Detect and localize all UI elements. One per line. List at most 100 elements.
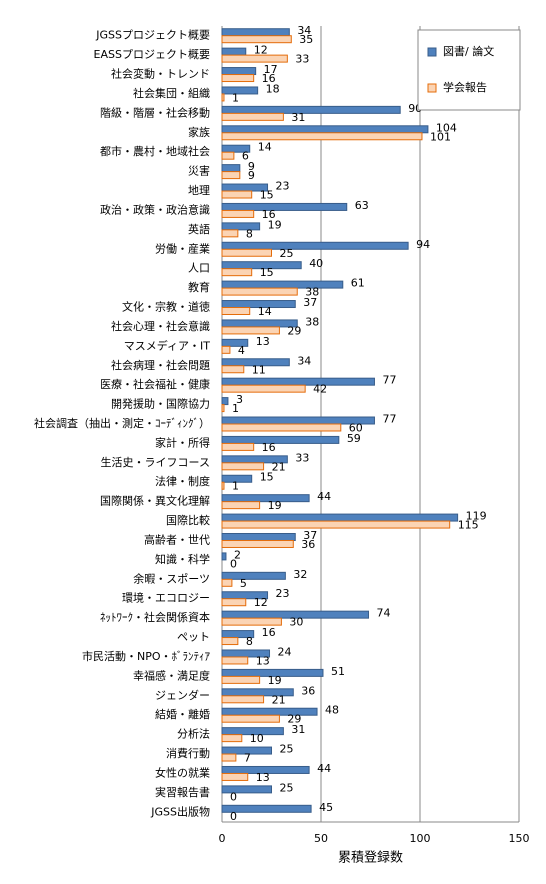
y-tick-label: 医療・社会福祉・健康: [100, 377, 210, 391]
value-label: 9: [248, 160, 255, 173]
bar: [221, 268, 253, 277]
value-label: 35: [299, 33, 313, 46]
value-label: 1: [232, 91, 239, 104]
y-tick-label: 社会集団・組織: [133, 86, 210, 100]
y-tick-label: 政治・政策・政治意識: [100, 202, 210, 216]
value-label: 16: [262, 72, 276, 85]
y-tick-label: 開発援助・国際協力: [111, 397, 210, 411]
value-label: 33: [295, 53, 309, 66]
y-tick-label: 消費行動: [166, 746, 210, 760]
value-label: 119: [466, 510, 487, 523]
value-label: 19: [268, 499, 282, 512]
bar: [221, 423, 342, 432]
y-tick-label: 知識・科学: [155, 552, 210, 566]
legend-swatch: [427, 47, 437, 57]
value-label: 33: [295, 451, 309, 464]
y-tick-label: ジェンダー: [155, 688, 210, 702]
value-label: 25: [280, 743, 294, 756]
bar: [221, 190, 253, 199]
value-label: 77: [382, 374, 396, 387]
value-label: 1: [232, 480, 239, 493]
bar: [221, 365, 245, 374]
bar: [221, 598, 247, 607]
value-label: 36: [301, 538, 315, 551]
bar: [221, 35, 292, 44]
bar: [221, 785, 272, 794]
value-label: 21: [272, 460, 286, 473]
value-label: 42: [313, 383, 327, 396]
y-tick-label: 都市・農村・地域社会: [100, 144, 210, 158]
value-label: 115: [458, 519, 479, 532]
value-label: 24: [278, 645, 292, 658]
y-tick-label: 社会変動・トレンド: [111, 67, 210, 81]
x-axis-label: 累積登録数: [338, 851, 403, 866]
y-tick-label: 災害: [188, 164, 210, 178]
value-label: 101: [430, 130, 451, 143]
y-tick-label: ペット: [177, 631, 210, 644]
x-tick-label: 50: [314, 832, 328, 845]
value-label: 1: [232, 402, 239, 415]
bar: [221, 222, 261, 231]
value-label: 12: [254, 44, 268, 57]
value-label: 48: [325, 704, 339, 717]
y-tick-label: 分析法: [177, 727, 210, 741]
bar: [221, 753, 237, 762]
bar: [221, 552, 227, 561]
bar: [221, 571, 286, 580]
bar: [221, 261, 302, 270]
value-label: 8: [246, 635, 253, 648]
y-tick-label: EASSプロジェクト概要: [94, 48, 210, 61]
bar: [221, 377, 375, 386]
x-tick-label: 100: [410, 832, 431, 845]
bar: [221, 280, 344, 289]
value-label: 77: [382, 413, 396, 426]
value-label: 23: [276, 587, 290, 600]
bar: [221, 668, 324, 677]
value-label: 44: [317, 762, 331, 775]
y-tick-label: 環境・エコロジー: [122, 591, 210, 605]
bar: [221, 28, 290, 37]
bar: [221, 474, 253, 483]
y-tick-label: 家計・所得: [155, 435, 210, 449]
bar: [221, 610, 370, 619]
y-tick-label: 人口: [188, 262, 210, 275]
bar: [221, 435, 340, 444]
y-tick-label: JGSSプロジェクト概要: [95, 29, 210, 42]
bar: [221, 229, 239, 238]
bar: [221, 404, 225, 413]
value-label: 13: [256, 654, 270, 667]
y-tick-label: 法律・制度: [155, 474, 210, 488]
value-label: 15: [260, 471, 274, 484]
bar: [221, 112, 284, 121]
value-label: 14: [258, 305, 272, 318]
y-tick-label: 英語: [188, 222, 210, 236]
value-label: 13: [256, 771, 270, 784]
value-label: 25: [280, 247, 294, 260]
value-label: 45: [319, 801, 333, 814]
value-label: 15: [260, 266, 274, 279]
value-label: 59: [347, 432, 361, 445]
x-tick-label: 0: [219, 832, 226, 845]
value-label: 5: [240, 577, 247, 590]
value-label: 0: [230, 557, 237, 570]
value-label: 9: [248, 169, 255, 182]
value-label: 60: [349, 421, 363, 434]
bar: [221, 164, 241, 173]
value-label: 6: [242, 150, 249, 163]
value-label: 38: [305, 286, 319, 299]
bar: [221, 300, 296, 309]
bar: [221, 248, 272, 257]
legend-swatch: [427, 83, 437, 93]
bar: [221, 656, 249, 665]
value-label: 2: [234, 548, 241, 561]
value-label: 23: [276, 180, 290, 193]
bar: [221, 171, 241, 180]
value-label: 94: [416, 238, 430, 251]
y-tick-label: JGSS出版物: [150, 804, 210, 818]
bar: [221, 105, 401, 114]
bar: [221, 494, 310, 503]
value-label: 13: [256, 335, 270, 348]
bar: [221, 209, 255, 218]
value-label: 63: [355, 199, 369, 212]
bar: [221, 481, 225, 490]
